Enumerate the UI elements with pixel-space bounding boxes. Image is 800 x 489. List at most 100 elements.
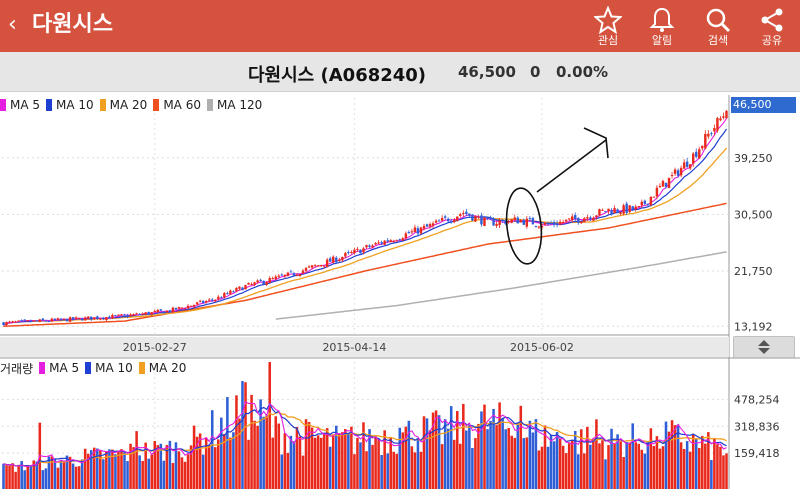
- candle-body: [613, 208, 616, 214]
- candle-body: [235, 287, 238, 292]
- alert-button[interactable]: 알림: [640, 4, 684, 50]
- volume-bar: [637, 443, 641, 489]
- candle-body: [704, 133, 707, 149]
- candle-body: [316, 265, 320, 267]
- volume-ma5-line: [3, 401, 727, 468]
- volume-bar: [365, 451, 368, 489]
- candle-body: [640, 201, 643, 206]
- candle-body: [413, 227, 417, 233]
- candle-body: [44, 320, 48, 322]
- volume-bar: [132, 447, 135, 489]
- candle-body: [26, 320, 29, 322]
- volume-bar: [368, 429, 371, 489]
- candle-body: [359, 249, 362, 254]
- search-button[interactable]: 검색: [696, 4, 740, 50]
- candle-body: [117, 314, 120, 316]
- candle-body: [313, 265, 317, 267]
- candle-body: [450, 220, 453, 222]
- volume-bar: [437, 415, 441, 489]
- volume-bar: [383, 430, 386, 489]
- ma120-line: [275, 251, 727, 320]
- candle-body: [428, 224, 432, 227]
- volume-bar: [580, 429, 583, 489]
- candle-body: [634, 206, 637, 210]
- candle-body: [217, 296, 220, 300]
- volume-bar: [468, 425, 471, 489]
- candle-body: [38, 319, 42, 322]
- candle-body: [377, 242, 380, 244]
- candle-body: [480, 215, 483, 225]
- volume-bar: [180, 457, 184, 489]
- candle-body: [722, 116, 725, 118]
- candle-body: [434, 220, 438, 223]
- legend-ma120: MA 120: [206, 98, 262, 112]
- volume-bar: [477, 423, 480, 489]
- candle-body: [59, 318, 63, 320]
- volume-bar: [138, 455, 141, 489]
- candle-body: [386, 240, 389, 242]
- volume-bar: [404, 426, 408, 489]
- volume-bar: [210, 410, 214, 489]
- volume-bar: [159, 443, 163, 489]
- candle-body: [501, 219, 504, 221]
- volume-bar: [592, 438, 595, 489]
- volume-bar: [607, 445, 610, 489]
- legend-label: MA 10: [56, 98, 94, 112]
- volume-bar: [262, 416, 265, 489]
- back-button[interactable]: ‹: [8, 12, 17, 37]
- candle-body: [177, 306, 181, 309]
- volume-bar: [634, 442, 638, 489]
- volume-bar: [301, 455, 305, 489]
- volume-bar: [117, 450, 120, 489]
- volume-bar: [74, 466, 78, 489]
- volume-bar: [389, 437, 392, 489]
- legend-label: MA 5: [49, 361, 80, 375]
- candle-body: [189, 305, 193, 307]
- candle-body: [99, 318, 102, 320]
- volume-bar: [238, 418, 241, 489]
- volume-bar: [661, 446, 665, 489]
- candle-body: [102, 317, 105, 320]
- candle-body: [389, 240, 392, 243]
- favorite-button[interactable]: 관심: [586, 4, 630, 50]
- candle-body: [29, 320, 32, 322]
- volume-bar: [44, 468, 48, 489]
- candle-body: [277, 275, 280, 277]
- volume-bar: [567, 443, 571, 489]
- candle-body: [126, 315, 129, 317]
- candle-body: [238, 286, 241, 289]
- volume-bar: [719, 446, 722, 489]
- volume-bar: [465, 430, 468, 489]
- candle-body: [20, 320, 23, 322]
- search-icon: [706, 8, 731, 33]
- candle-body: [561, 221, 565, 223]
- candle-body: [404, 233, 408, 238]
- volume-tick-label: 159,418: [734, 447, 780, 460]
- volume-bar: [616, 434, 619, 489]
- volume-bar: [489, 420, 492, 489]
- volume-bar: [371, 444, 374, 489]
- volume-bar: [513, 437, 517, 489]
- share-button[interactable]: 공유: [750, 4, 794, 50]
- candle-body: [498, 220, 501, 226]
- candle-body: [622, 205, 625, 214]
- candle-body: [268, 278, 271, 283]
- volume-bar: [710, 460, 713, 489]
- volume-bar: [304, 419, 308, 489]
- volume-bar: [598, 443, 601, 489]
- chart-resize-button[interactable]: [733, 336, 795, 358]
- volume-bar: [540, 446, 544, 489]
- volume-bar: [631, 423, 634, 489]
- candle-body: [453, 219, 456, 223]
- candle-body: [5, 321, 8, 325]
- volume-bar: [543, 425, 547, 489]
- stock-price: 46,500: [458, 63, 516, 81]
- candle-body: [214, 299, 217, 302]
- candle-body: [68, 317, 72, 322]
- volume-bar: [271, 437, 275, 489]
- volume-bar: [65, 455, 69, 489]
- volume-bar: [135, 431, 138, 489]
- volume-bar: [174, 442, 178, 489]
- candle-body: [519, 220, 522, 223]
